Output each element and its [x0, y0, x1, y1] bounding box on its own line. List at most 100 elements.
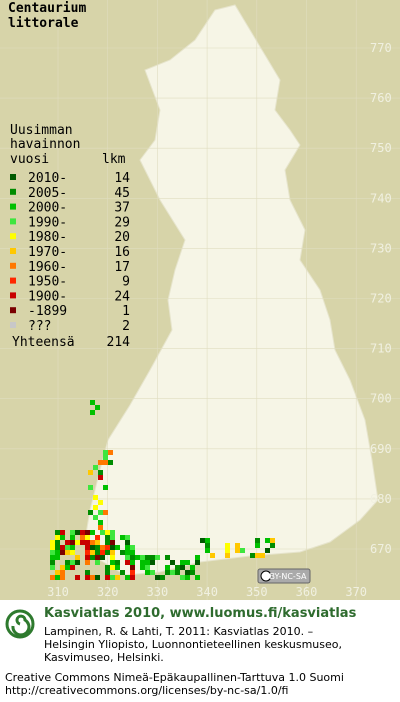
observation-square [125, 550, 130, 555]
observation-square [120, 570, 125, 575]
observation-square [175, 570, 180, 575]
observation-square [85, 530, 90, 535]
observation-square [103, 460, 108, 465]
observation-square [55, 575, 60, 580]
observation-square [50, 540, 55, 545]
legend-count: 20 [114, 230, 130, 245]
observation-square [98, 470, 103, 475]
observation-square [150, 560, 155, 565]
legend-label: 2000- [28, 201, 67, 216]
observation-square [70, 565, 75, 570]
legend-swatch [10, 188, 16, 195]
license-badge: BY-NC-SA [257, 568, 311, 584]
observation-square [255, 543, 260, 548]
observation-square [130, 545, 135, 550]
observation-square [255, 538, 260, 543]
legend-label: 1990- [28, 215, 67, 230]
observation-square [65, 565, 70, 570]
observation-square [60, 530, 65, 535]
observation-square [85, 535, 90, 540]
observation-square [265, 538, 270, 543]
legend-count: 17 [114, 260, 130, 275]
observation-square [103, 450, 108, 455]
observation-square [110, 545, 115, 550]
observation-square [170, 570, 175, 575]
y-grid-label: 670 [370, 542, 392, 556]
legend-label: 1970- [28, 245, 67, 260]
observation-square [98, 475, 103, 480]
observation-square [70, 535, 75, 540]
observation-square [115, 575, 120, 580]
observation-square [195, 560, 200, 565]
observation-square [90, 400, 95, 405]
observation-square [260, 553, 265, 558]
observation-square [110, 530, 115, 535]
legend-swatch [10, 203, 16, 210]
legend-total-count: 214 [107, 335, 131, 350]
observation-square [85, 555, 90, 560]
observation-square [130, 555, 135, 560]
observation-square [88, 485, 93, 490]
observation-square [135, 555, 140, 560]
observation-square [95, 545, 100, 550]
observation-square [93, 515, 98, 520]
observation-square [235, 548, 240, 553]
observation-square [70, 550, 75, 555]
observation-square [105, 530, 110, 535]
observation-square [98, 500, 103, 505]
legend-count: 37 [114, 201, 130, 216]
observation-square [50, 545, 55, 550]
observation-square [140, 560, 145, 565]
observation-square [75, 530, 80, 535]
legend-label: -1899 [28, 304, 67, 319]
legend-label: 2005- [28, 186, 67, 201]
observation-square [93, 505, 98, 510]
grid-labels: 770 760 750 740 730 720 710 700 690 680 670 310 320 3… [47, 41, 392, 599]
observation-square [160, 575, 165, 580]
observation-square [150, 570, 155, 575]
observation-square [88, 470, 93, 475]
observation-square [85, 545, 90, 550]
y-grid-label: 750 [370, 141, 392, 155]
observation-square [60, 565, 65, 570]
observation-square [125, 555, 130, 560]
observation-square [70, 530, 75, 535]
observation-square [150, 555, 155, 560]
citation: Lampinen, R. & Lahti, T. 2011: Kasviatla… [44, 625, 313, 638]
y-grid-label: 690 [370, 442, 392, 456]
observation-square [145, 560, 150, 565]
observation-square [190, 565, 195, 570]
x-grid-label: 360 [296, 585, 318, 599]
legend-swatch [10, 262, 16, 269]
observation-square [90, 545, 95, 550]
observation-square [88, 510, 93, 515]
legend-count: 24 [114, 289, 130, 304]
observation-square [120, 535, 125, 540]
observation-square [100, 550, 105, 555]
observation-square [110, 535, 115, 540]
legend-label: 2010- [28, 171, 67, 186]
observation-square [110, 575, 115, 580]
legend-count: 2 [122, 319, 130, 334]
y-grid-label: 720 [370, 292, 392, 306]
observation-square [125, 540, 130, 545]
observation-square [90, 575, 95, 580]
title: littorale [8, 16, 79, 31]
legend-count: 16 [114, 245, 130, 260]
observation-square [60, 535, 65, 540]
observation-square [55, 545, 60, 550]
observation-square [200, 538, 205, 543]
observation-square [95, 540, 100, 545]
y-grid-label: 760 [370, 91, 392, 105]
legend-swatch [10, 307, 16, 314]
observation-square [180, 560, 185, 565]
x-grid-label: 330 [147, 585, 169, 599]
observation-square [130, 560, 135, 565]
observation-square [60, 550, 65, 555]
observation-square [115, 560, 120, 565]
observation-square [70, 545, 75, 550]
y-grid-label: 740 [370, 191, 392, 205]
y-grid-label: 730 [370, 241, 392, 255]
